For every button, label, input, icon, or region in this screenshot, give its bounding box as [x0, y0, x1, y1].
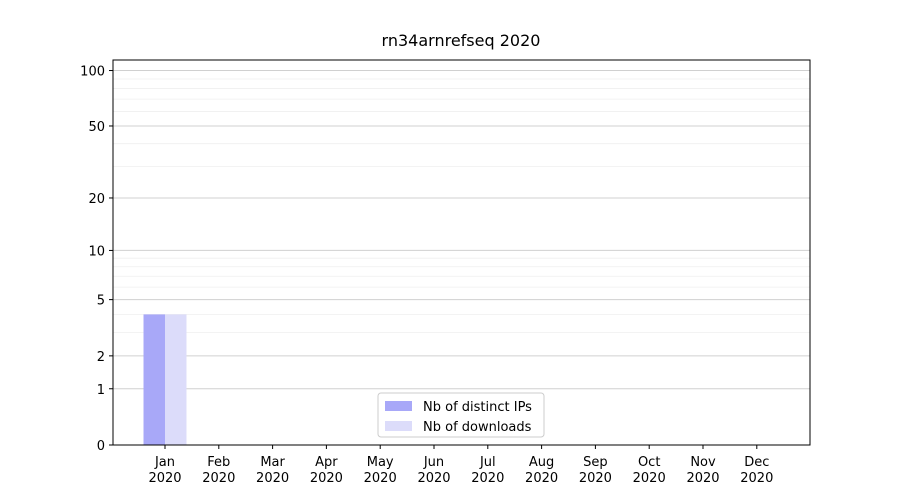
- x-tick-label: Dec 2020: [740, 455, 773, 486]
- legend-label: Nb of downloads: [423, 420, 532, 435]
- legend-swatch: [385, 401, 412, 411]
- x-tick-label: Mar 2020: [256, 455, 289, 486]
- bar: [165, 314, 187, 445]
- legend-label: Nb of distinct IPs: [423, 400, 532, 415]
- y-tick-label: 50: [88, 120, 105, 135]
- legend-swatch: [385, 421, 412, 431]
- x-tick-label: Apr 2020: [310, 455, 343, 486]
- x-tick-label: Nov 2020: [686, 455, 719, 486]
- y-tick-label: 10: [88, 244, 105, 259]
- x-tick-label: Jun 2020: [417, 455, 450, 486]
- x-tick-label: Jul 2020: [471, 455, 504, 486]
- x-tick-label: Sep 2020: [579, 455, 612, 486]
- y-tick-label: 100: [80, 65, 105, 80]
- legend-box: [377, 392, 545, 438]
- x-tick-label: May 2020: [364, 455, 397, 486]
- plot-frame: [112, 59, 811, 446]
- y-tick-label: 5: [97, 294, 105, 309]
- y-tick-label: 20: [88, 192, 105, 207]
- x-tick-label: Oct 2020: [633, 455, 666, 486]
- x-tick-label: Feb 2020: [202, 455, 235, 486]
- x-tick-label: Aug 2020: [525, 455, 558, 486]
- chart-title: rn34arnrefseq 2020: [382, 31, 541, 50]
- bar: [143, 314, 165, 445]
- y-tick-label: 1: [97, 383, 105, 398]
- y-tick-label: 2: [97, 350, 105, 365]
- y-tick-label: 0: [97, 439, 105, 454]
- x-tick-label: Jan 2020: [148, 455, 181, 486]
